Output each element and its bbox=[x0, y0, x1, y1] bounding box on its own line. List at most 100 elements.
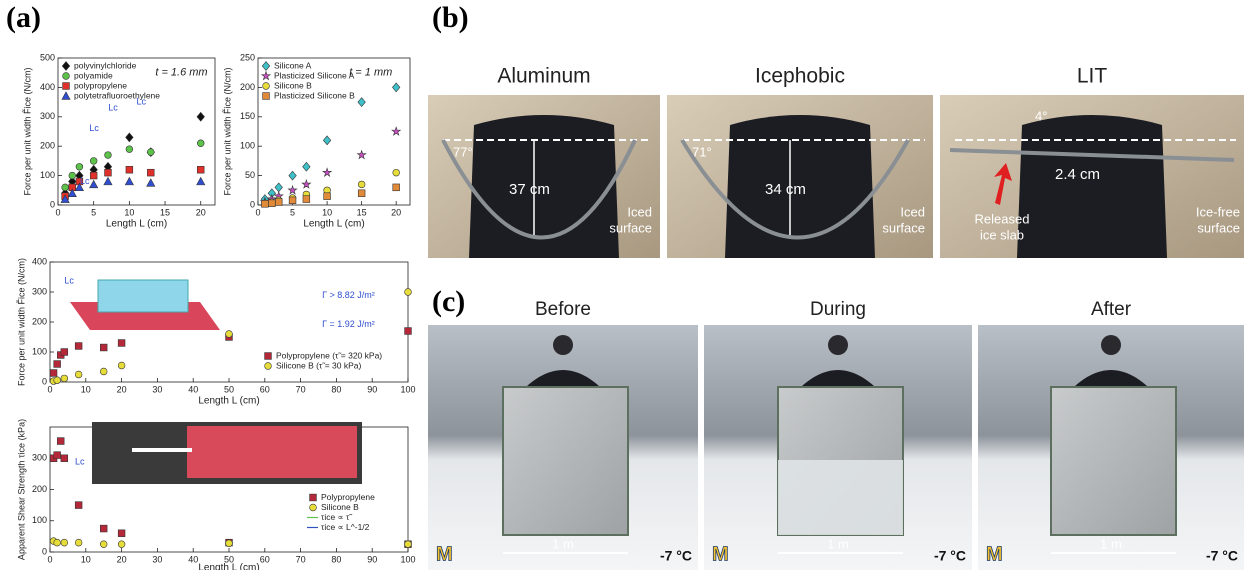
photo-title: During bbox=[810, 299, 866, 320]
marker bbox=[125, 166, 134, 174]
x-tick-label: 10 bbox=[81, 384, 91, 394]
annotation: t = 1.6 mm bbox=[155, 67, 207, 79]
y-tick-label: 300 bbox=[32, 453, 47, 463]
marker bbox=[288, 170, 297, 181]
hanging-sheet bbox=[441, 139, 637, 240]
marker bbox=[103, 176, 113, 186]
marker bbox=[357, 189, 366, 197]
scale-label: 1 m bbox=[552, 536, 574, 551]
y-tick-label: 400 bbox=[32, 256, 47, 266]
scale-label: 1 m bbox=[827, 536, 849, 551]
marker bbox=[125, 145, 134, 153]
ice-slab bbox=[778, 460, 903, 535]
red-arrow bbox=[994, 163, 1012, 205]
marker bbox=[124, 176, 134, 186]
marker bbox=[309, 493, 317, 502]
note: Ice-free bbox=[1196, 204, 1240, 219]
y-tick-label: 0 bbox=[50, 199, 55, 209]
x-tick-label: 5 bbox=[290, 207, 295, 217]
annotation: Lc bbox=[80, 176, 90, 186]
marker bbox=[104, 168, 112, 177]
x-tick-label: 20 bbox=[391, 207, 401, 217]
x-tick-label: 10 bbox=[322, 207, 332, 217]
x-tick-label: 5 bbox=[91, 207, 96, 217]
person-head bbox=[1101, 335, 1121, 355]
marker bbox=[264, 352, 272, 360]
marker bbox=[99, 367, 108, 376]
legend-label: polyvinylchloride bbox=[74, 60, 137, 70]
x-tick-label: 20 bbox=[117, 554, 127, 564]
marker bbox=[68, 171, 76, 180]
marker bbox=[74, 370, 83, 379]
annotation: Lc bbox=[75, 456, 85, 466]
x-tick-label: 20 bbox=[117, 384, 127, 394]
y-tick-label: 200 bbox=[40, 141, 55, 151]
annotation: Lc bbox=[89, 123, 99, 133]
y-tick-label: 150 bbox=[240, 111, 255, 121]
marker bbox=[61, 61, 71, 71]
y-tick-label: 100 bbox=[32, 346, 47, 356]
annotation: Lc bbox=[108, 102, 118, 112]
marker bbox=[117, 361, 126, 370]
marker bbox=[146, 178, 156, 187]
logo: M bbox=[986, 543, 1003, 565]
legend-label: Polypropylene bbox=[321, 492, 375, 502]
x-tick-label: 15 bbox=[357, 207, 367, 217]
x-tick-label: 100 bbox=[400, 554, 415, 564]
y-tick-label: 250 bbox=[240, 52, 255, 62]
marker bbox=[57, 437, 65, 445]
person bbox=[725, 115, 875, 258]
x-tick-label: 15 bbox=[160, 207, 170, 217]
marker bbox=[99, 540, 108, 548]
y-axis-label: Apparent Shear Strength τice (kPa) bbox=[16, 419, 26, 560]
annotation: Lc bbox=[64, 276, 74, 286]
x-tick-label: 90 bbox=[367, 554, 377, 564]
x-tick-label: 10 bbox=[124, 207, 134, 217]
marker bbox=[60, 374, 69, 383]
legend-label: τice ∝ L^-1/2 bbox=[321, 522, 370, 532]
marker bbox=[49, 369, 58, 377]
note: Iced bbox=[900, 204, 925, 219]
marker bbox=[225, 539, 233, 547]
marker bbox=[89, 171, 98, 180]
y-tick-label: 500 bbox=[40, 52, 55, 62]
y-tick-label: 0 bbox=[42, 546, 47, 556]
note: surface bbox=[609, 220, 652, 235]
marker bbox=[53, 376, 61, 384]
marker bbox=[301, 179, 312, 189]
marker bbox=[197, 166, 205, 174]
marker bbox=[404, 327, 412, 335]
marker bbox=[225, 330, 233, 338]
x-tick-label: 70 bbox=[296, 384, 306, 394]
plot-frame bbox=[57, 57, 216, 206]
legend-label: τice ∝ τ̃ bbox=[321, 512, 352, 522]
marker bbox=[321, 167, 333, 178]
y-tick-label: 200 bbox=[32, 316, 47, 326]
marker bbox=[322, 135, 332, 146]
temperature: -7 °C bbox=[1206, 548, 1238, 564]
panel-label: (a) bbox=[6, 1, 41, 34]
marker bbox=[392, 82, 401, 93]
marker bbox=[262, 82, 270, 90]
person bbox=[1017, 115, 1167, 258]
x-axis-label: Length L (cm) bbox=[106, 219, 167, 230]
panel-label: (c) bbox=[432, 285, 465, 318]
inset-ice bbox=[97, 279, 189, 313]
y-tick-label: 100 bbox=[240, 141, 255, 151]
marker bbox=[60, 194, 70, 203]
x-tick-label: 60 bbox=[260, 554, 270, 564]
marker bbox=[392, 183, 400, 192]
x-tick-label: 40 bbox=[188, 384, 198, 394]
legend-label: polyamide bbox=[74, 70, 113, 80]
x-tick-label: 80 bbox=[331, 554, 341, 564]
legend-label: Silicone B (τ̃ = 30 kPa) bbox=[276, 360, 361, 370]
x-tick-label: 0 bbox=[47, 384, 52, 394]
marker bbox=[261, 61, 271, 71]
marker bbox=[323, 192, 331, 200]
angle-label: 4° bbox=[1035, 108, 1047, 123]
y-tick-label: 100 bbox=[32, 515, 47, 525]
marker bbox=[309, 503, 317, 512]
y-tick-label: 100 bbox=[40, 170, 55, 180]
x-tick-label: 0 bbox=[47, 554, 52, 564]
photo-title: LIT bbox=[1077, 65, 1108, 88]
